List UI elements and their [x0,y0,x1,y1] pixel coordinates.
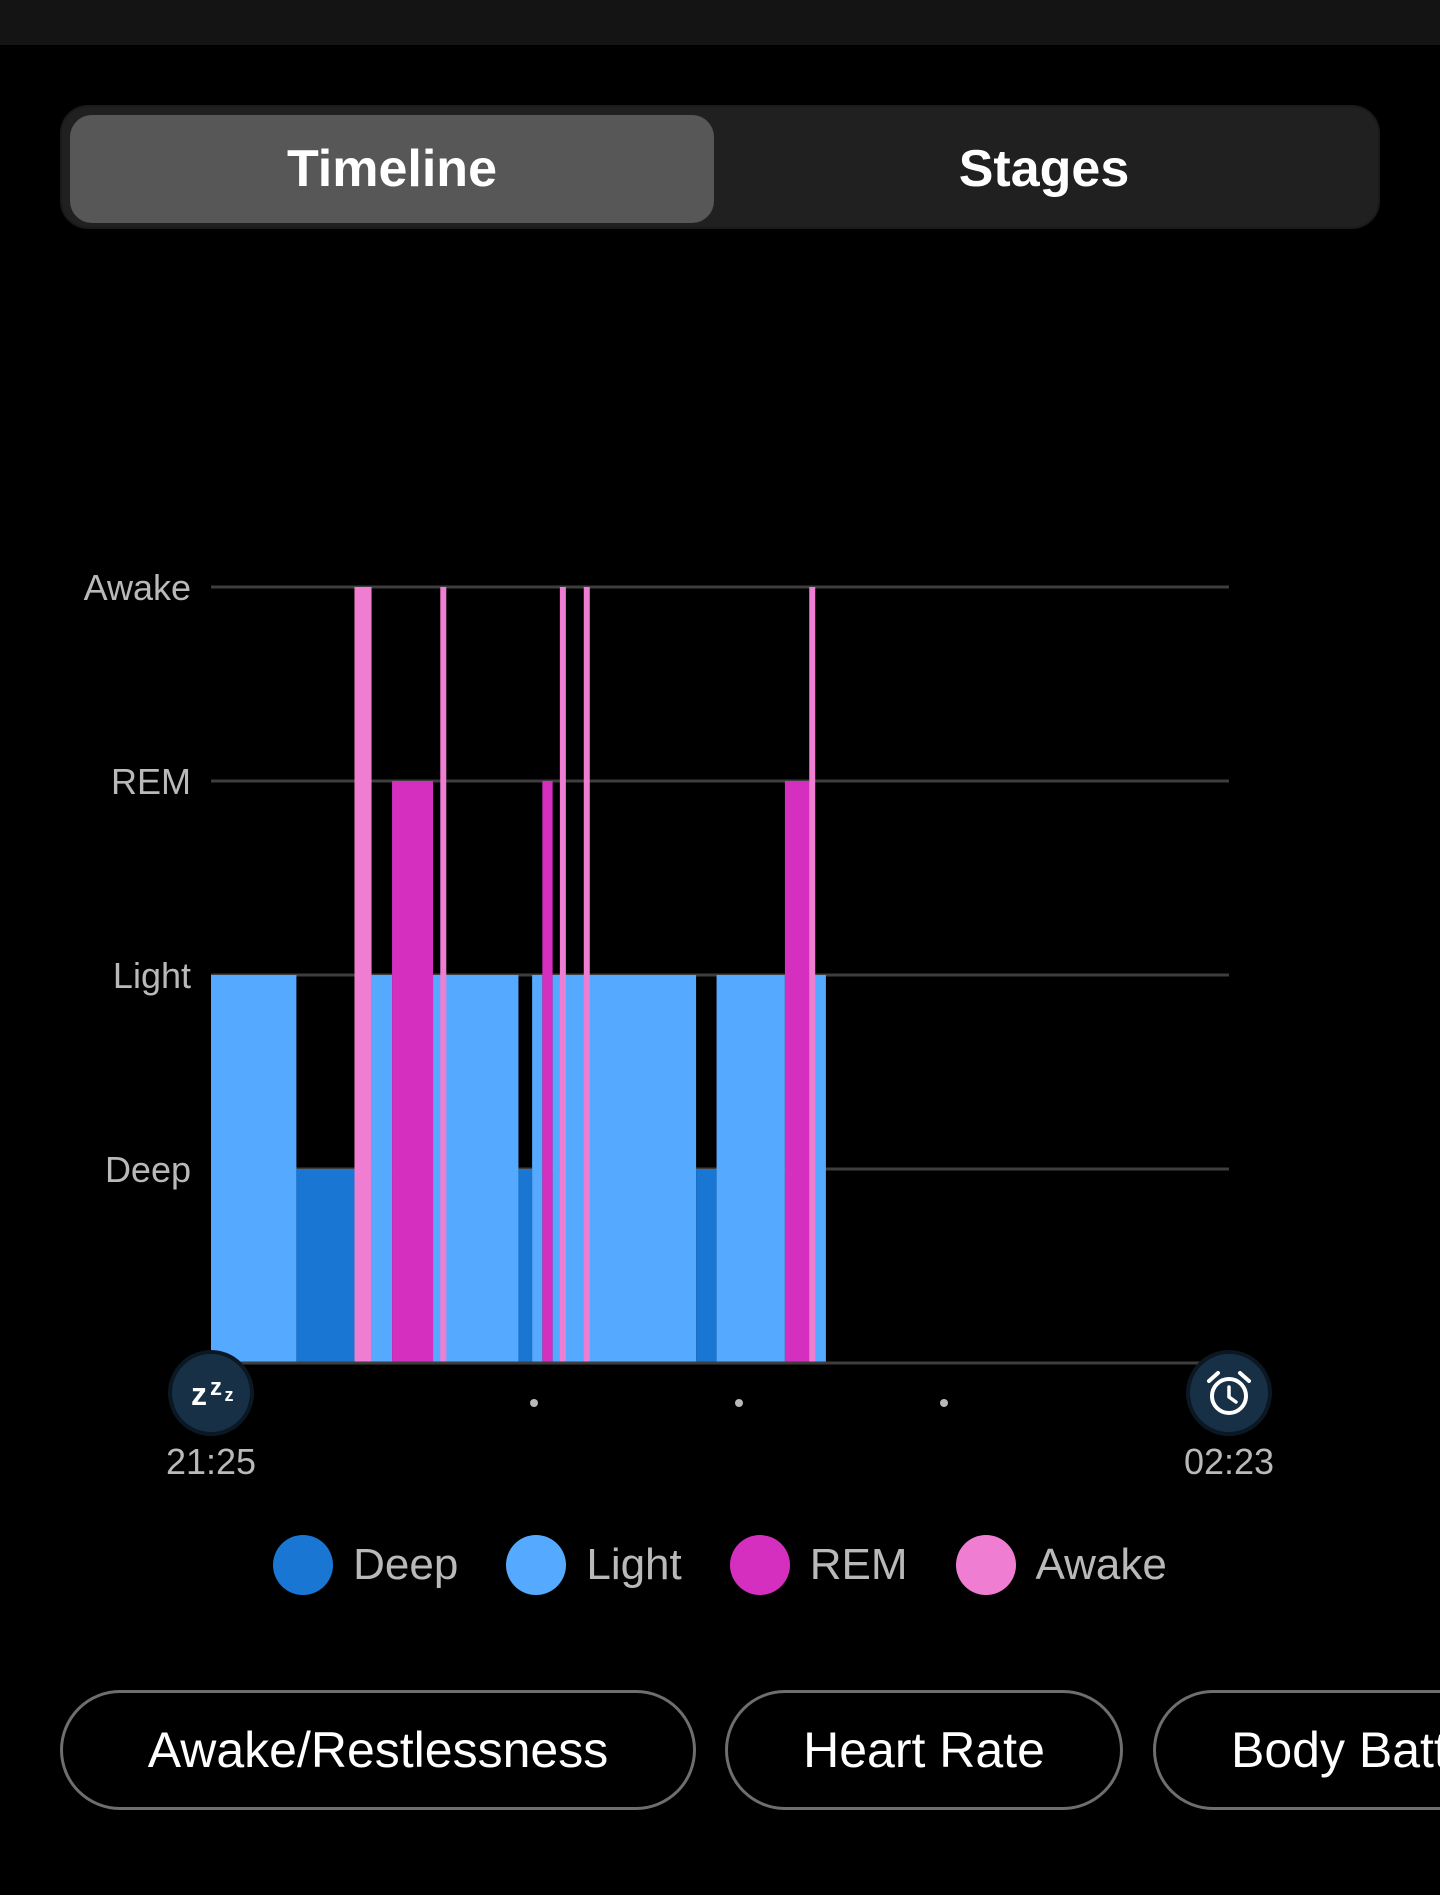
legend-label-rem: REM [809,1540,908,1589]
legend-label-deep: Deep [353,1540,459,1589]
metric-chip-row: Awake/Restlessness Heart Rate Body Batte… [0,1690,1440,1814]
x-axis-end-time: 02:23 [1184,1441,1274,1482]
chip-awake-restlessness[interactable]: Awake/Restlessness [60,1690,696,1810]
tab-stages[interactable]: Stages [958,140,1130,198]
stage-bar-light [532,975,543,1363]
stage-bar-deep [296,1169,355,1363]
x-axis-start-time: 21:25 [166,1441,256,1482]
chip-body-battery[interactable]: Body Battery [1153,1690,1440,1810]
awake-marker [559,587,566,1363]
legend-dot-deep [273,1535,334,1595]
legend-dot-rem [729,1535,790,1595]
stage-bar-light [371,975,393,1363]
awake-marker [583,587,590,1363]
stage-bar-light [433,975,519,1363]
tab-timeline[interactable]: Timeline [70,115,714,223]
sleep-zzz-icon: z [210,1374,222,1401]
legend-label-awake: Awake [1035,1540,1167,1589]
sleep-start-icon [168,1350,254,1436]
view-toggle: Timeline Stages [60,105,1380,229]
sleep-zzz-icon: z [191,1376,207,1412]
stage-bar-light [211,975,297,1363]
chip-heart-rate[interactable]: Heart Rate [725,1690,1123,1810]
stage-bar-deep [518,1169,533,1363]
y-axis-label-awake: Awake [84,567,191,608]
x-axis-tick-dot [530,1399,538,1407]
alarm-clock-hands [1227,1385,1238,1404]
alarm-clock-icon [1210,1377,1248,1415]
stage-bar-rem [542,781,553,1363]
legend-dot-light [506,1535,567,1595]
sleep-timeline-chart: Deep Light REM Awake z z z 21:25 02:23 [0,540,1440,1510]
x-axis-tick-dot [940,1399,948,1407]
legend-item-light: Light [506,1535,682,1595]
stage-bar-rem [784,781,813,1363]
awake-marker [440,587,447,1363]
legend-item-awake: Awake [955,1535,1167,1595]
chart-legend: Deep Light REM Awake [0,1530,1440,1600]
alarm-bell-left [1207,1371,1220,1383]
stage-bar-light [552,975,697,1363]
alarm-bell-right [1238,1371,1251,1383]
y-axis-label-deep: Deep [105,1149,191,1190]
stage-bar-light [716,975,785,1363]
x-axis-tick-dot [735,1399,743,1407]
stage-bar-rem [392,781,434,1363]
sleep-zzz-icon: z [225,1385,234,1405]
legend-label-light: Light [586,1540,682,1589]
y-axis-label-rem: REM [111,761,191,802]
stage-bar-light [812,975,826,1363]
stage-bar-deep [696,1169,717,1363]
status-bar-strip [0,0,1440,45]
legend-dot-awake [955,1535,1016,1595]
legend-item-deep: Deep [273,1535,458,1595]
y-axis-label-light: Light [113,955,191,996]
awake-marker [809,587,816,1363]
legend-item-rem: REM [729,1535,908,1595]
stage-bar-awake [354,587,372,1363]
